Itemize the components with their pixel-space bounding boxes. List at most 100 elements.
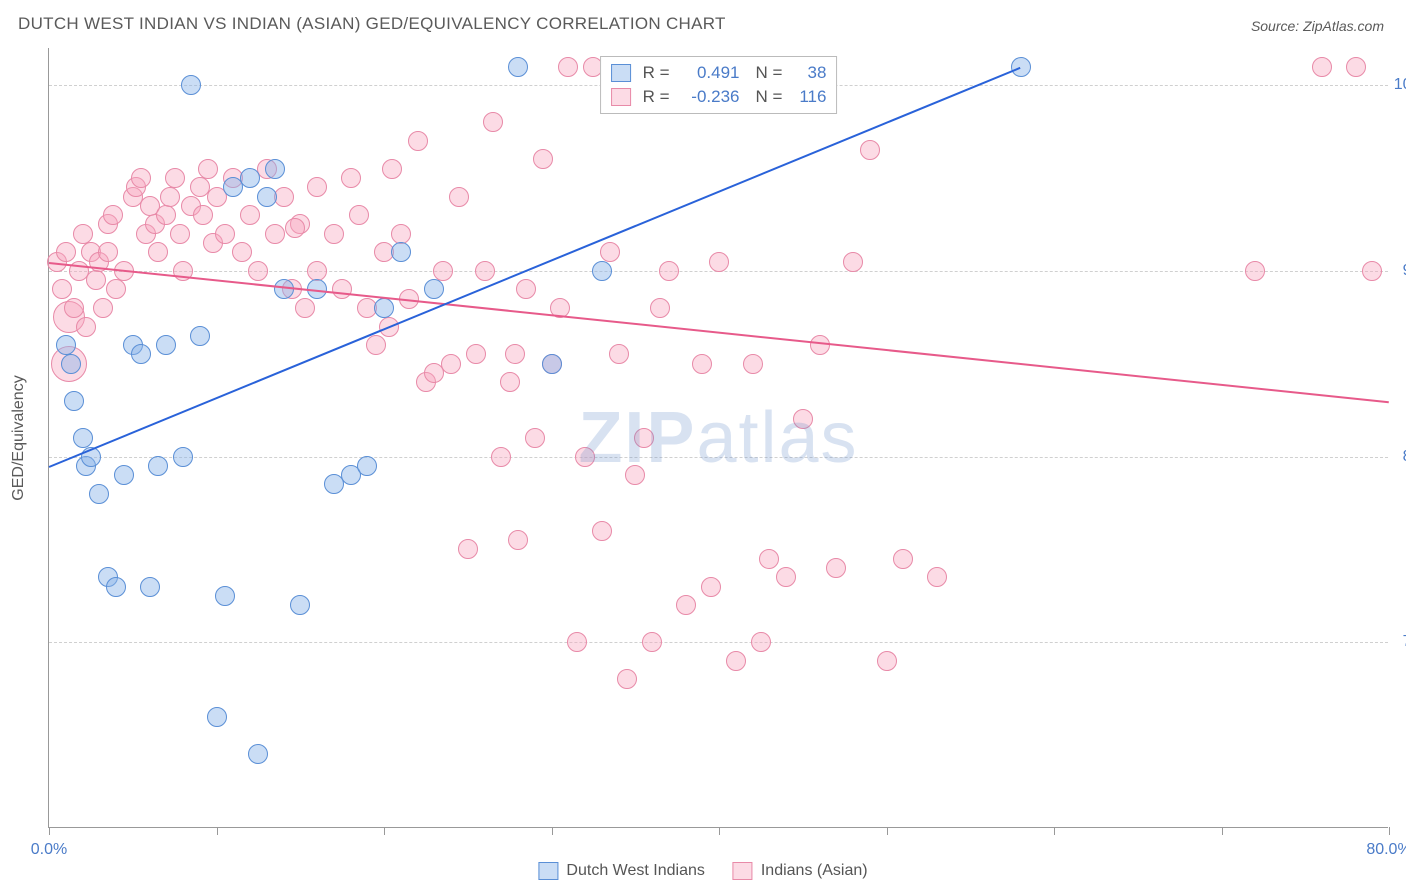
data-point-indian bbox=[165, 168, 185, 188]
data-point-indian bbox=[575, 447, 595, 467]
plot-area: GED/Equivalency R = 0.491 N = 38 R = -0.… bbox=[48, 48, 1388, 828]
data-point-dutch bbox=[248, 744, 268, 764]
data-point-indian bbox=[475, 261, 495, 281]
data-point-indian bbox=[458, 539, 478, 559]
data-point-indian bbox=[295, 298, 315, 318]
data-point-indian bbox=[433, 261, 453, 281]
data-point-indian bbox=[232, 242, 252, 262]
data-point-indian bbox=[692, 354, 712, 374]
data-point-indian bbox=[103, 205, 123, 225]
data-point-indian bbox=[516, 279, 536, 299]
data-point-dutch bbox=[290, 595, 310, 615]
data-point-indian bbox=[324, 224, 344, 244]
grid-line bbox=[49, 457, 1388, 458]
chart-title: DUTCH WEST INDIAN VS INDIAN (ASIAN) GED/… bbox=[18, 14, 726, 34]
legend-row-dutch: R = 0.491 N = 38 bbox=[611, 61, 827, 85]
data-point-indian bbox=[170, 224, 190, 244]
trend-line-dutch bbox=[49, 67, 1021, 468]
data-point-dutch bbox=[73, 428, 93, 448]
data-point-indian bbox=[106, 279, 126, 299]
legend-series: Dutch West Indians Indians (Asian) bbox=[538, 862, 867, 880]
data-point-dutch bbox=[106, 577, 126, 597]
r-label: R = bbox=[643, 63, 670, 83]
data-point-dutch bbox=[265, 159, 285, 179]
data-point-indian bbox=[525, 428, 545, 448]
y-tick-label: 70.0% bbox=[1393, 633, 1406, 651]
n-value-indian: 116 bbox=[788, 87, 826, 107]
n-value-dutch: 38 bbox=[788, 63, 826, 83]
data-point-dutch bbox=[64, 391, 84, 411]
data-point-dutch bbox=[357, 456, 377, 476]
data-point-indian bbox=[265, 224, 285, 244]
data-point-dutch bbox=[156, 335, 176, 355]
data-point-indian bbox=[366, 335, 386, 355]
data-point-indian bbox=[382, 159, 402, 179]
data-point-indian bbox=[634, 428, 654, 448]
data-point-indian bbox=[93, 298, 113, 318]
legend-label-indian: Indians (Asian) bbox=[761, 862, 868, 880]
data-point-indian bbox=[743, 354, 763, 374]
x-tick bbox=[1222, 827, 1223, 835]
n-label: N = bbox=[756, 87, 783, 107]
data-point-indian bbox=[676, 595, 696, 615]
data-point-indian bbox=[533, 149, 553, 169]
data-point-indian bbox=[877, 651, 897, 671]
data-point-indian bbox=[1245, 261, 1265, 281]
x-tick-label: 0.0% bbox=[31, 841, 67, 859]
data-point-dutch bbox=[1011, 57, 1031, 77]
trend-line-indian bbox=[49, 262, 1389, 403]
data-point-indian bbox=[86, 270, 106, 290]
data-point-indian bbox=[759, 549, 779, 569]
data-point-dutch bbox=[592, 261, 612, 281]
data-point-indian bbox=[193, 205, 213, 225]
data-point-indian bbox=[76, 317, 96, 337]
swatch-indian bbox=[611, 88, 631, 106]
data-point-indian bbox=[391, 224, 411, 244]
data-point-indian bbox=[826, 558, 846, 578]
data-point-indian bbox=[600, 242, 620, 262]
y-tick-label: 80.0% bbox=[1393, 448, 1406, 466]
x-tick bbox=[49, 827, 50, 835]
y-tick-label: 100.0% bbox=[1393, 76, 1406, 94]
data-point-indian bbox=[449, 187, 469, 207]
x-tick bbox=[887, 827, 888, 835]
swatch-dutch-bottom bbox=[538, 862, 558, 880]
data-point-indian bbox=[860, 140, 880, 160]
watermark-light: atlas bbox=[696, 398, 858, 478]
data-point-dutch bbox=[89, 484, 109, 504]
data-point-indian bbox=[52, 279, 72, 299]
data-point-dutch bbox=[56, 335, 76, 355]
data-point-dutch bbox=[207, 707, 227, 727]
data-point-indian bbox=[332, 279, 352, 299]
data-point-indian bbox=[307, 177, 327, 197]
data-point-dutch bbox=[374, 298, 394, 318]
data-point-dutch bbox=[240, 168, 260, 188]
data-point-indian bbox=[64, 298, 84, 318]
data-point-indian bbox=[893, 549, 913, 569]
data-point-indian bbox=[793, 409, 813, 429]
data-point-indian bbox=[650, 298, 670, 318]
data-point-indian bbox=[491, 447, 511, 467]
x-tick bbox=[552, 827, 553, 835]
data-point-dutch bbox=[131, 344, 151, 364]
data-point-dutch bbox=[181, 75, 201, 95]
data-point-indian bbox=[567, 632, 587, 652]
swatch-dutch bbox=[611, 64, 631, 82]
data-point-indian bbox=[701, 577, 721, 597]
data-point-indian bbox=[751, 632, 771, 652]
data-point-indian bbox=[198, 159, 218, 179]
data-point-indian bbox=[709, 252, 729, 272]
x-tick bbox=[384, 827, 385, 835]
data-point-dutch bbox=[114, 465, 134, 485]
data-point-indian bbox=[341, 168, 361, 188]
y-tick-label: 90.0% bbox=[1393, 262, 1406, 280]
x-tick-label: 80.0% bbox=[1366, 841, 1406, 859]
data-point-indian bbox=[625, 465, 645, 485]
r-value-indian: -0.236 bbox=[676, 87, 740, 107]
data-point-indian bbox=[642, 632, 662, 652]
data-point-indian bbox=[131, 168, 151, 188]
x-tick bbox=[217, 827, 218, 835]
data-point-indian bbox=[307, 261, 327, 281]
data-point-indian bbox=[927, 567, 947, 587]
data-point-indian bbox=[248, 261, 268, 281]
